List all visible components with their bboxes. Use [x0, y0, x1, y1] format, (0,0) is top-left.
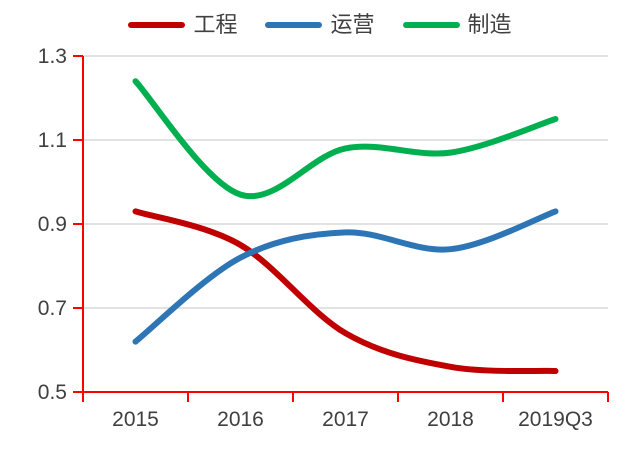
- series-line-engineering: [132, 208, 559, 375]
- legend-swatch-engineering: [128, 22, 186, 28]
- legend-label-engineering: 工程: [193, 12, 238, 37]
- legend-label-manufacturing: 制造: [467, 12, 512, 37]
- x-tick-label: 2017: [322, 408, 369, 431]
- y-tick-label: 0.7: [38, 297, 67, 320]
- y-tick-label: 0.5: [38, 381, 67, 404]
- x-tick-label: 2016: [217, 408, 264, 431]
- chart-legend: 工程 运营 制造: [0, 14, 640, 36]
- x-tick-label: 2018: [427, 408, 474, 431]
- legend-item-operations: 运营: [265, 12, 375, 37]
- y-tick-label: 0.9: [38, 213, 67, 236]
- x-tick-label: 2019Q3: [518, 408, 593, 431]
- x-tick-label: 2015: [112, 408, 159, 431]
- series-line-operations: [132, 208, 559, 345]
- legend-item-manufacturing: 制造: [402, 12, 512, 37]
- legend-label-operations: 运营: [330, 12, 375, 37]
- y-tick-label: 1.1: [38, 129, 67, 152]
- series-line-manufacturing: [132, 78, 559, 200]
- legend-swatch-manufacturing: [402, 22, 460, 28]
- y-tick-label: 1.3: [38, 45, 67, 68]
- legend-swatch-operations: [265, 22, 323, 28]
- legend-item-engineering: 工程: [128, 14, 237, 36]
